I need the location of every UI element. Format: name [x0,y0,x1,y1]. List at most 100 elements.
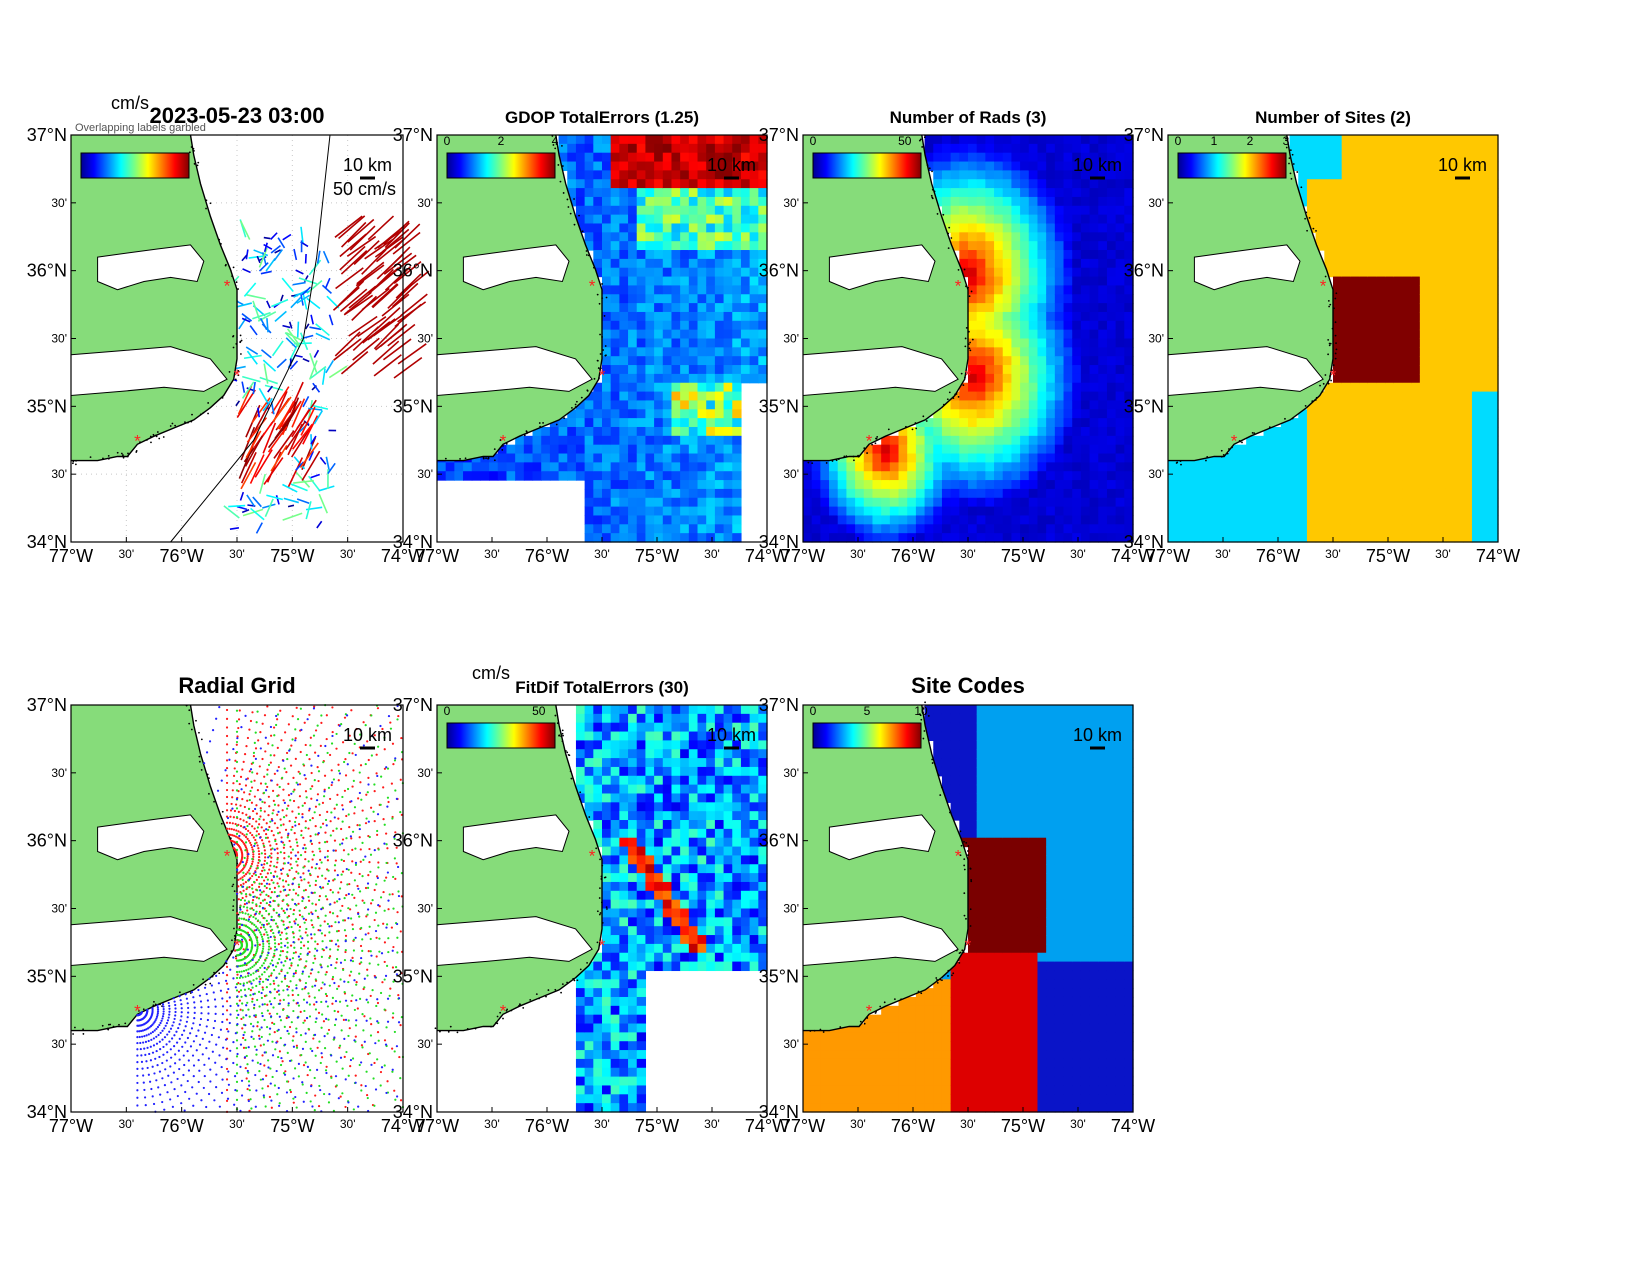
grid-cell [1011,329,1021,340]
grid-cell [1002,311,1013,322]
coast-dot [231,939,233,942]
grid-cell [1471,515,1482,525]
grid-cell [1306,515,1317,525]
grid-cell [1063,524,1073,534]
grid-cell [697,285,707,295]
grid-cell [1445,311,1456,322]
grid-cell [671,135,681,145]
grid-cell [1428,188,1438,198]
grid-cell [976,223,986,233]
grid-cell [575,205,586,216]
radial-grid-point [303,802,306,805]
grid-cell [1428,223,1438,233]
grid-cell [1341,506,1351,517]
grid-cell [1089,391,1099,402]
grid-cell [1089,471,1099,481]
coast-dot [162,436,165,438]
grid-cell [723,382,733,393]
grid-cell [1437,294,1447,304]
grid-cell [1463,232,1473,242]
grid-cell [968,320,978,331]
grid-cell [1333,311,1343,322]
scale-bar-label: 10 km [343,155,392,175]
grid-cell [1185,497,1195,508]
lon-tick-label: 76°W [891,546,935,566]
sound-water [802,346,959,397]
grid-cell [1020,365,1030,375]
grid-cell [1419,320,1430,331]
grid-cell [610,205,620,216]
grid-cell [994,338,1004,348]
grid-cell [959,152,969,163]
coast-dot [218,238,221,241]
grid-cell [1298,435,1308,446]
grid-cell [1011,311,1021,322]
grid-cell [1376,135,1386,145]
grid-cell [549,435,560,446]
radial-grid-point [294,737,297,740]
grid-cell [985,488,995,499]
grid-cell [1315,426,1325,437]
grid-cell [1428,152,1438,163]
radial-grid-point [276,746,279,749]
grid-cell [758,241,768,251]
coast-dot [600,367,602,370]
grid-cell [1480,223,1490,233]
radial-grid-point [334,859,337,862]
radial-grid-point [286,834,290,837]
grid-cell [1376,382,1386,393]
grid-cell [723,196,733,207]
radial-grid-point [287,985,290,988]
grid-cell [654,400,664,410]
grid-cell [593,170,603,180]
grid-cell [1037,347,1047,357]
grid-cell [1211,462,1221,472]
grid-cell [1002,232,1013,242]
grid-cell [1341,214,1351,225]
grid-cell [924,524,934,534]
grid-cell [968,135,978,145]
grid-cell [1471,338,1482,348]
grid-cell [1463,161,1473,171]
grid-cell [706,223,716,233]
radial-grid-point [269,734,273,737]
current-vector [343,294,374,316]
grid-cell [1002,135,1013,145]
grid-cell [1454,356,1464,366]
sound-water [828,244,936,291]
grid-cell [688,444,699,455]
coast-dot [1328,344,1331,347]
grid-cell [837,524,848,534]
grid-cell [1072,435,1082,446]
sound-water [1193,244,1301,291]
current-vector [383,220,410,246]
radial-grid-point [237,718,241,721]
radial-grid-point [288,1025,292,1029]
grid-cell [907,524,917,534]
radial-grid-point [256,844,259,847]
grid-cell [680,373,690,384]
lon-tick-label: 75°W [1001,546,1045,566]
grid-cell [1341,400,1351,410]
grid-cell [697,435,707,446]
grid-cell [1046,462,1056,472]
current-vector [328,314,334,326]
radial-grid-point [337,945,340,948]
grid-cell [740,311,751,322]
grid-cell [584,453,594,463]
grid-cell [584,480,594,490]
grid-cell [706,347,716,357]
grid-cell [1289,418,1299,428]
radial-grid-point [250,846,254,849]
grid-cell [714,285,725,295]
grid-cell [714,179,725,189]
grid-cell [1471,135,1482,145]
grid-cell [1402,285,1412,295]
radial-grid-point [225,743,229,746]
radial-grid-point [251,860,254,863]
grid-cell [811,462,821,472]
coast-dot [1289,149,1292,152]
radial-grid-point [375,753,378,756]
radial-grid-point [350,871,353,874]
grid-cell [1211,533,1221,543]
